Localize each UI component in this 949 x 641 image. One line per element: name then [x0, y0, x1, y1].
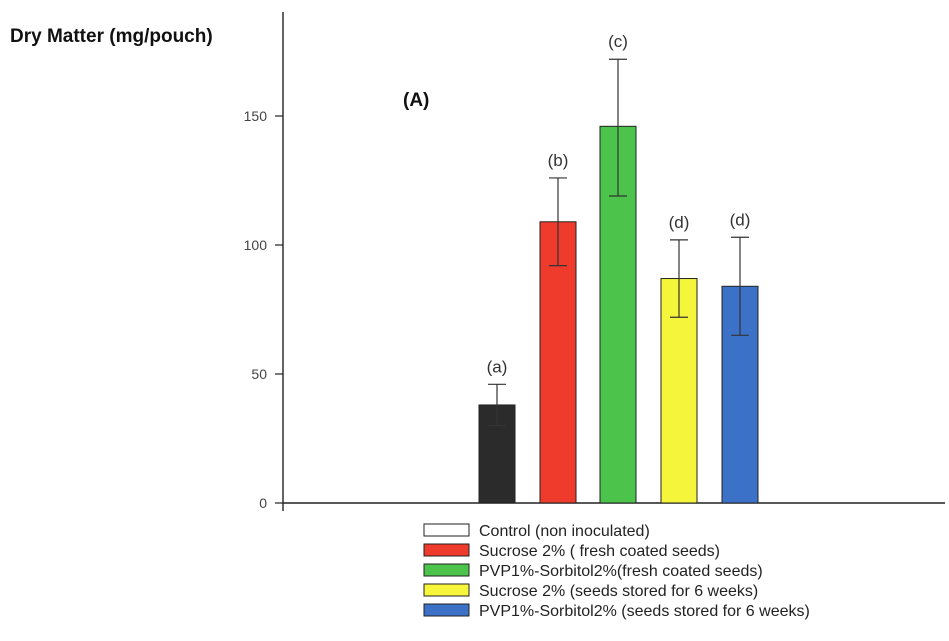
- bars: (a) (b) (c) (d) (d): [478, 32, 759, 504]
- legend-swatch: [423, 583, 470, 597]
- legend: Control (non inoculated) Sucrose 2% ( fre…: [423, 523, 810, 620]
- significance-label: (d): [669, 213, 690, 232]
- significance-label: (a): [487, 357, 508, 376]
- legend-label: Sucrose 2% ( fresh coated seeds): [479, 543, 720, 560]
- legend-label: Sucrose 2% (seeds stored for 6 weeks): [479, 583, 758, 600]
- axes: 0 50 100 150: [244, 12, 945, 511]
- y-axis-title: Dry Matter (mg/pouch): [10, 26, 213, 47]
- y-tick-label: 150: [244, 108, 268, 124]
- y-tick-label: 100: [244, 237, 268, 253]
- legend-swatch: [423, 523, 470, 537]
- legend-swatch: [423, 543, 470, 557]
- significance-label: (b): [548, 151, 569, 170]
- bar: [539, 221, 577, 504]
- y-tick-label: 0: [259, 495, 267, 511]
- legend-swatch: [423, 603, 470, 617]
- significance-label: (c): [608, 32, 628, 51]
- legend-label: PVP1%-Sorbitol2%(fresh coated seeds): [479, 563, 763, 580]
- panel-label: (A): [403, 90, 429, 111]
- y-tick-label: 50: [251, 366, 267, 382]
- significance-label: (d): [730, 210, 751, 229]
- legend-swatch: [423, 563, 470, 577]
- legend-label: Control (non inoculated): [479, 523, 650, 540]
- legend-label: PVP1%-Sorbitol2% (seeds stored for 6 wee…: [479, 603, 810, 620]
